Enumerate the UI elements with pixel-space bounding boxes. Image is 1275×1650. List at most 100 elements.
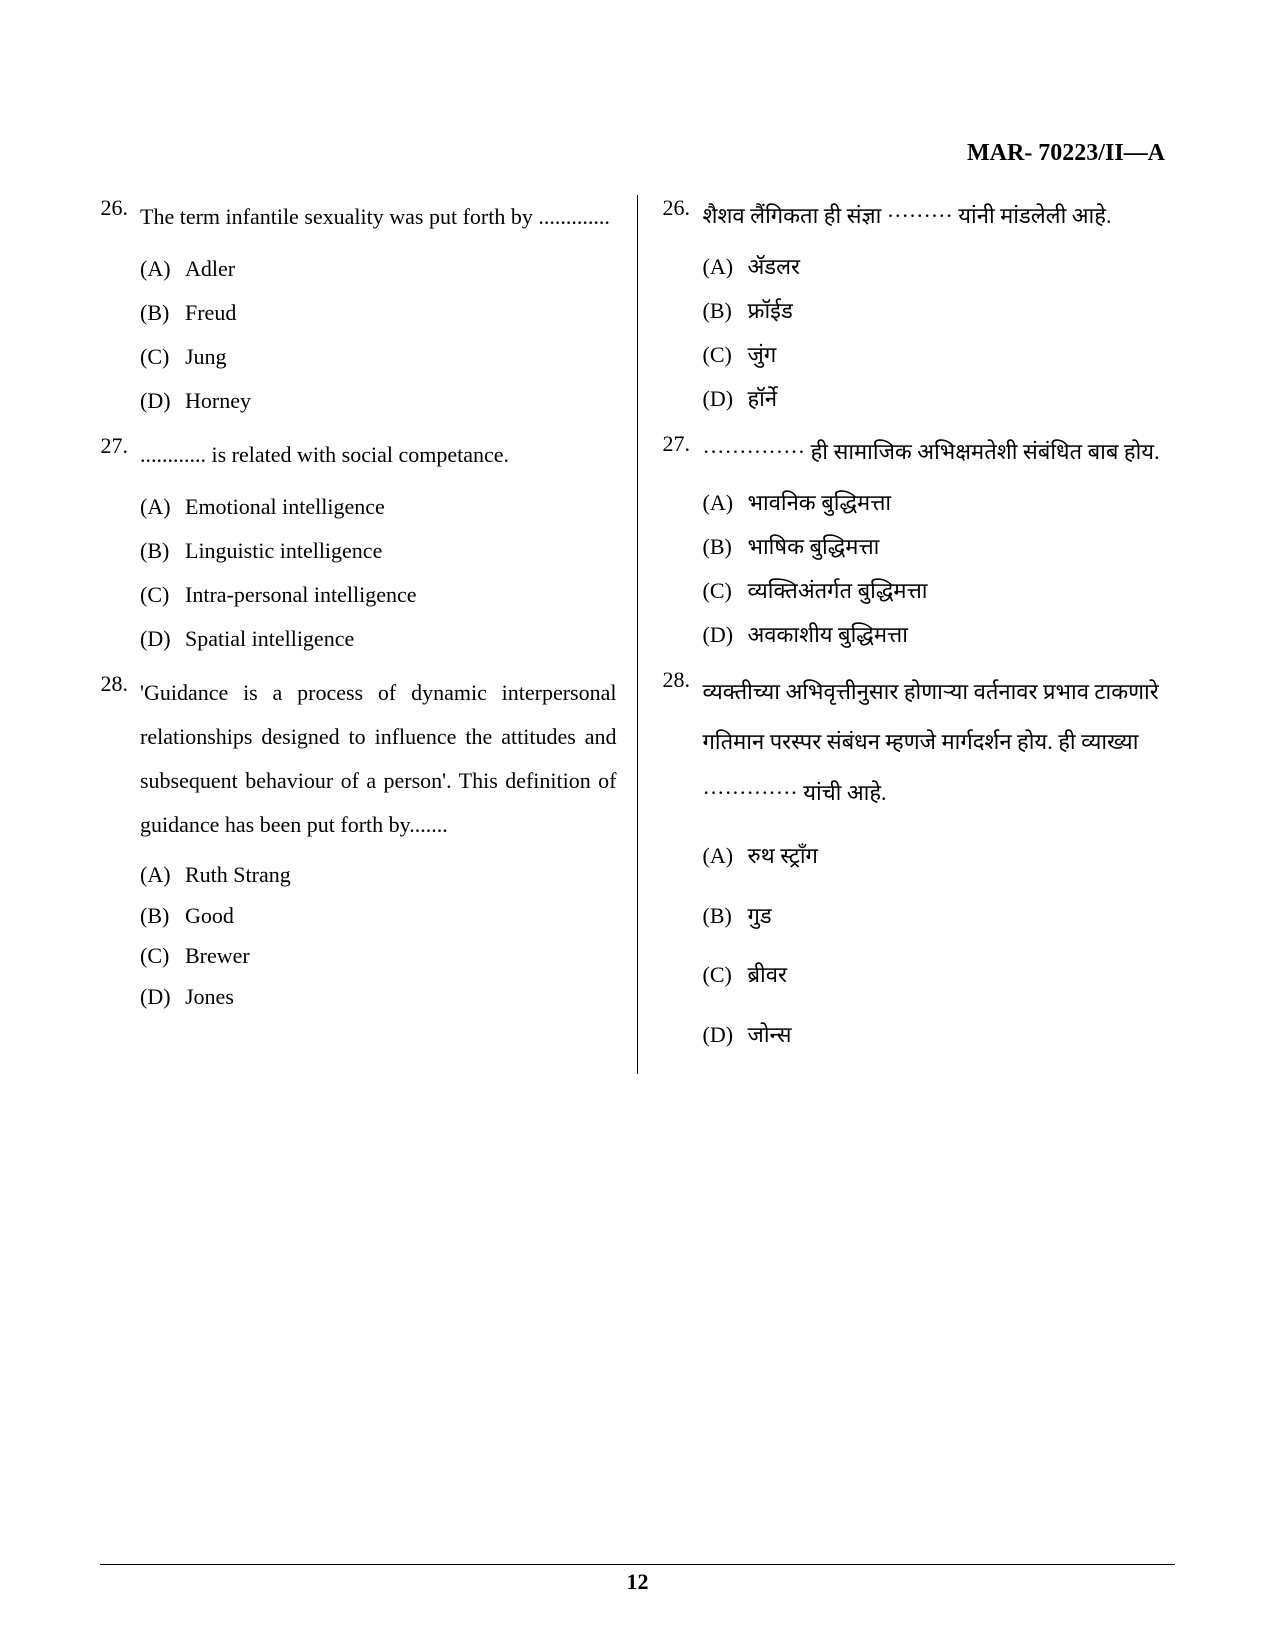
option-label: (A) <box>703 826 748 885</box>
option-label: (D) <box>703 377 748 421</box>
question-body: ............ is related with social comp… <box>140 433 617 661</box>
option-a: (A)Emotional intelligence <box>140 485 617 529</box>
option-label: (A) <box>703 245 748 289</box>
option-text: Jones <box>185 977 617 1018</box>
option-text: हॉर्ने <box>748 377 1176 421</box>
option-d: (D)Jones <box>140 977 617 1018</box>
right-column-marathi: 26. शैशव लैंगिकता ही संज्ञा ········· या… <box>638 195 1176 1074</box>
question-body: शैशव लैंगिकता ही संज्ञा ········· यांनी … <box>703 195 1176 421</box>
content-area: 26. The term infantile sexuality was put… <box>100 195 1175 1074</box>
question-text: ............ is related with social comp… <box>140 433 617 477</box>
option-label: (D) <box>703 1005 748 1064</box>
option-text: भाषिक बुद्धिमत्ता <box>748 525 1176 569</box>
option-d: (D)अवकाशीय बुद्धिमत्ता <box>703 613 1176 657</box>
question-27-mr: 27. ·············· ही सामाजिक अभिक्षमतेश… <box>663 431 1176 657</box>
option-b: (B)फ्रॉईड <box>703 289 1176 333</box>
option-text: जोन्स <box>748 1005 1176 1064</box>
option-label: (B) <box>140 291 185 335</box>
option-text: रुथ स्ट्राँग <box>748 826 1176 885</box>
option-d: (D)Spatial intelligence <box>140 617 617 661</box>
option-text: ॲडलर <box>748 245 1176 289</box>
option-label: (D) <box>140 617 185 661</box>
question-text: शैशव लैंगिकता ही संज्ञा ········· यांनी … <box>703 195 1176 237</box>
option-text: भावनिक बुद्धिमत्ता <box>748 481 1176 525</box>
question-number: 26. <box>663 195 703 421</box>
option-text: Brewer <box>185 936 617 977</box>
option-label: (C) <box>703 333 748 377</box>
option-b: (B)गुड <box>703 886 1176 945</box>
question-26-mr: 26. शैशव लैंगिकता ही संज्ञा ········· या… <box>663 195 1176 421</box>
question-text: व्यक्तीच्या अभिवृत्तीनुसार होणाऱ्या वर्त… <box>703 667 1176 819</box>
question-text: ·············· ही सामाजिक अभिक्षमतेशी सं… <box>703 431 1176 473</box>
option-text: Freud <box>185 291 617 335</box>
question-body: 'Guidance is a process of dynamic interp… <box>140 671 617 1018</box>
option-text: गुड <box>748 886 1176 945</box>
option-label: (A) <box>703 481 748 525</box>
question-28-en: 28. 'Guidance is a process of dynamic in… <box>100 671 617 1018</box>
option-b: (B)भाषिक बुद्धिमत्ता <box>703 525 1176 569</box>
page-number-footer: 12 <box>100 1564 1175 1595</box>
option-text: Linguistic intelligence <box>185 529 617 573</box>
option-b: (B)Freud <box>140 291 617 335</box>
question-28-mr: 28. व्यक्तीच्या अभिवृत्तीनुसार होणाऱ्या … <box>663 667 1176 1064</box>
option-text: अवकाशीय बुद्धिमत्ता <box>748 613 1176 657</box>
option-d: (D)जोन्स <box>703 1005 1176 1064</box>
option-label: (C) <box>703 569 748 613</box>
question-body: व्यक्तीच्या अभिवृत्तीनुसार होणाऱ्या वर्त… <box>703 667 1176 1064</box>
question-text: 'Guidance is a process of dynamic interp… <box>140 671 617 847</box>
option-label: (A) <box>140 247 185 291</box>
option-text: Horney <box>185 379 617 423</box>
option-c: (C)Jung <box>140 335 617 379</box>
option-label: (B) <box>140 896 185 937</box>
question-number: 27. <box>663 431 703 657</box>
option-text: फ्रॉईड <box>748 289 1176 333</box>
option-label: (C) <box>703 945 748 1004</box>
option-label: (D) <box>703 613 748 657</box>
option-text: Good <box>185 896 617 937</box>
option-a: (A)रुथ स्ट्राँग <box>703 826 1176 885</box>
option-text: Intra-personal intelligence <box>185 573 617 617</box>
option-text: Jung <box>185 335 617 379</box>
exam-code-header: MAR- 70223/II—A <box>967 140 1165 167</box>
question-number: 28. <box>663 667 703 1064</box>
option-text: व्यक्तिअंतर्गत बुद्धिमत्ता <box>748 569 1176 613</box>
option-c: (C)ब्रीवर <box>703 945 1176 1004</box>
question-body: The term infantile sexuality was put for… <box>140 195 617 423</box>
option-text: Adler <box>185 247 617 291</box>
option-a: (A)ॲडलर <box>703 245 1176 289</box>
question-26-en: 26. The term infantile sexuality was put… <box>100 195 617 423</box>
option-label: (B) <box>140 529 185 573</box>
option-label: (C) <box>140 936 185 977</box>
option-d: (D)Horney <box>140 379 617 423</box>
question-27-en: 27. ............ is related with social … <box>100 433 617 661</box>
option-b: (B)Linguistic intelligence <box>140 529 617 573</box>
option-c: (C)Intra-personal intelligence <box>140 573 617 617</box>
option-a: (A)Adler <box>140 247 617 291</box>
question-text: The term infantile sexuality was put for… <box>140 195 617 239</box>
option-text: Spatial intelligence <box>185 617 617 661</box>
option-a: (A)Ruth Strang <box>140 855 617 896</box>
question-number: 27. <box>100 433 140 661</box>
option-label: (C) <box>140 335 185 379</box>
option-label: (B) <box>703 525 748 569</box>
option-a: (A)भावनिक बुद्धिमत्ता <box>703 481 1176 525</box>
option-c: (C)Brewer <box>140 936 617 977</box>
option-label: (A) <box>140 855 185 896</box>
question-number: 26. <box>100 195 140 423</box>
option-label: (B) <box>703 886 748 945</box>
option-c: (C)व्यक्तिअंतर्गत बुद्धिमत्ता <box>703 569 1176 613</box>
option-c: (C)जुंग <box>703 333 1176 377</box>
question-body: ·············· ही सामाजिक अभिक्षमतेशी सं… <box>703 431 1176 657</box>
option-label: (B) <box>703 289 748 333</box>
option-d: (D)हॉर्ने <box>703 377 1176 421</box>
option-label: (D) <box>140 379 185 423</box>
option-text: ब्रीवर <box>748 945 1176 1004</box>
option-b: (B)Good <box>140 896 617 937</box>
option-text: Ruth Strang <box>185 855 617 896</box>
left-column-english: 26. The term infantile sexuality was put… <box>100 195 638 1074</box>
option-text: जुंग <box>748 333 1176 377</box>
option-label: (D) <box>140 977 185 1018</box>
option-label: (C) <box>140 573 185 617</box>
question-number: 28. <box>100 671 140 1018</box>
option-text: Emotional intelligence <box>185 485 617 529</box>
